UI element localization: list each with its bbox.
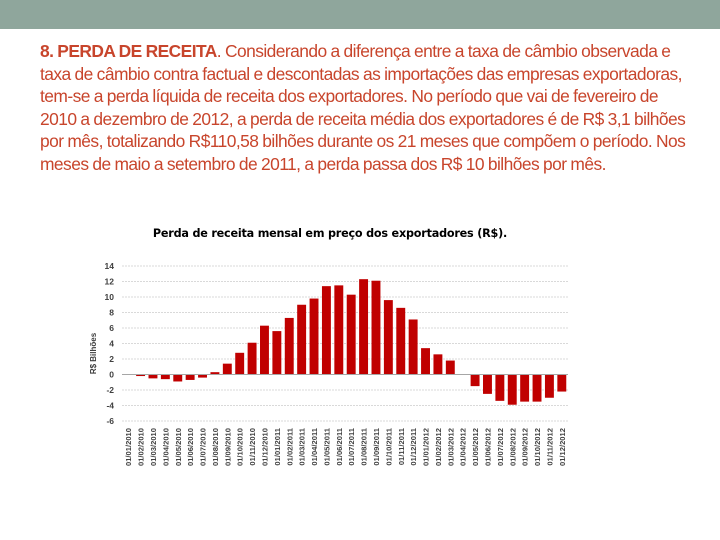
bar	[470, 374, 480, 387]
x-tick-label: 01/03/2010	[149, 428, 158, 466]
x-tick-label: 01/06/2010	[186, 428, 195, 466]
x-tick-label: 01/09/2010	[223, 428, 232, 466]
y-tick-label: 10	[105, 292, 115, 302]
bar	[433, 354, 443, 375]
bar	[495, 374, 505, 401]
x-tick-label: 01/11/2010	[248, 428, 257, 466]
x-tick-label: 01/10/2010	[236, 428, 245, 466]
slide-heading: 8. PERDA DE RECEITA	[40, 41, 217, 61]
bar	[136, 374, 146, 377]
slide-text: 8. PERDA DE RECEITA. Considerando a dife…	[40, 40, 690, 176]
bar	[445, 360, 455, 375]
x-tick-label: 01/08/2011	[360, 427, 369, 465]
x-tick-label: 01/02/2012	[434, 428, 443, 466]
x-tick-label: 01/08/2010	[211, 428, 220, 466]
bar	[507, 374, 517, 405]
x-tick-label: 01/07/2010	[199, 428, 208, 466]
x-tick-label: 01/07/2012	[496, 428, 505, 466]
bar	[520, 374, 530, 402]
x-tick-label: 01/01/2010	[124, 428, 133, 466]
x-tick-label: 01/02/2010	[137, 428, 146, 466]
x-tick-label: 01/10/2011	[384, 427, 393, 465]
x-tick-label: 01/03/2012	[446, 428, 455, 466]
bar	[408, 319, 418, 375]
y-tick-label: 2	[109, 354, 114, 364]
x-tick-label: 01/07/2011	[347, 427, 356, 465]
chart-title: Perda de receita mensal em preço dos exp…	[152, 227, 508, 240]
y-tick-label: 12	[105, 277, 115, 287]
bar	[297, 304, 307, 375]
bar	[532, 374, 542, 402]
bar	[421, 348, 430, 375]
bar	[160, 374, 170, 380]
bar	[148, 374, 158, 379]
x-tick-label: 01/05/2010	[174, 428, 183, 466]
x-tick-label: 01/06/2012	[483, 428, 492, 466]
x-tick-label: 01/10/2012	[533, 428, 542, 466]
y-tick-label: -6	[106, 416, 114, 426]
bar	[309, 298, 319, 375]
x-tick-label: 01/06/2011	[335, 427, 344, 465]
x-tick-label: 01/05/2012	[471, 428, 480, 466]
y-tick-label: 6	[109, 323, 114, 333]
x-tick-label: 01/11/2011	[397, 427, 406, 465]
x-tick-label: 01/04/2011	[310, 427, 319, 465]
x-tick-label: 01/09/2012	[521, 428, 530, 466]
bar	[235, 352, 245, 375]
bar	[371, 280, 381, 375]
bar	[284, 317, 294, 375]
bar	[210, 372, 220, 375]
bar	[185, 374, 195, 380]
x-tick-label: 01/05/2011	[322, 427, 331, 465]
bar	[247, 342, 257, 375]
x-tick-label: 01/12/2011	[409, 427, 418, 465]
y-tick-label: -4	[106, 401, 114, 411]
bar	[173, 374, 183, 382]
x-tick-label: 01/08/2012	[508, 428, 517, 466]
bar	[222, 363, 232, 375]
x-tick-label: 01/04/2010	[161, 428, 170, 466]
bar	[483, 374, 492, 394]
x-tick-label: 01/01/2012	[422, 428, 431, 466]
bar	[198, 374, 207, 378]
bar	[557, 374, 567, 392]
bar	[272, 331, 282, 375]
x-tick-label: 01/11/2012	[545, 428, 554, 466]
y-tick-label: -2	[106, 385, 114, 395]
y-axis-label: R$ Bilhões	[89, 332, 98, 374]
x-tick-label: 01/01/2011	[273, 427, 282, 465]
bar	[346, 294, 356, 375]
y-tick-label: 0	[109, 370, 114, 380]
bar	[321, 286, 331, 375]
x-tick-label: 01/04/2012	[459, 428, 468, 466]
x-tick-label: 01/02/2011	[285, 427, 294, 465]
x-tick-label: 01/09/2011	[372, 427, 381, 465]
bar	[396, 307, 406, 375]
x-tick-label: 01/12/2012	[558, 428, 567, 466]
bar	[544, 374, 554, 398]
bar	[383, 300, 393, 375]
y-tick-label: 14	[105, 261, 115, 271]
y-tick-label: 8	[109, 308, 114, 318]
x-tick-label: 01/03/2011	[298, 427, 307, 465]
top-band	[0, 0, 720, 29]
bar	[359, 279, 369, 375]
bar	[334, 285, 344, 375]
bar	[260, 325, 269, 375]
slide-body: . Considerando a diferença entre a taxa …	[40, 41, 686, 174]
x-tick-label: 01/12/2010	[260, 428, 269, 466]
y-tick-label: 4	[109, 339, 114, 349]
